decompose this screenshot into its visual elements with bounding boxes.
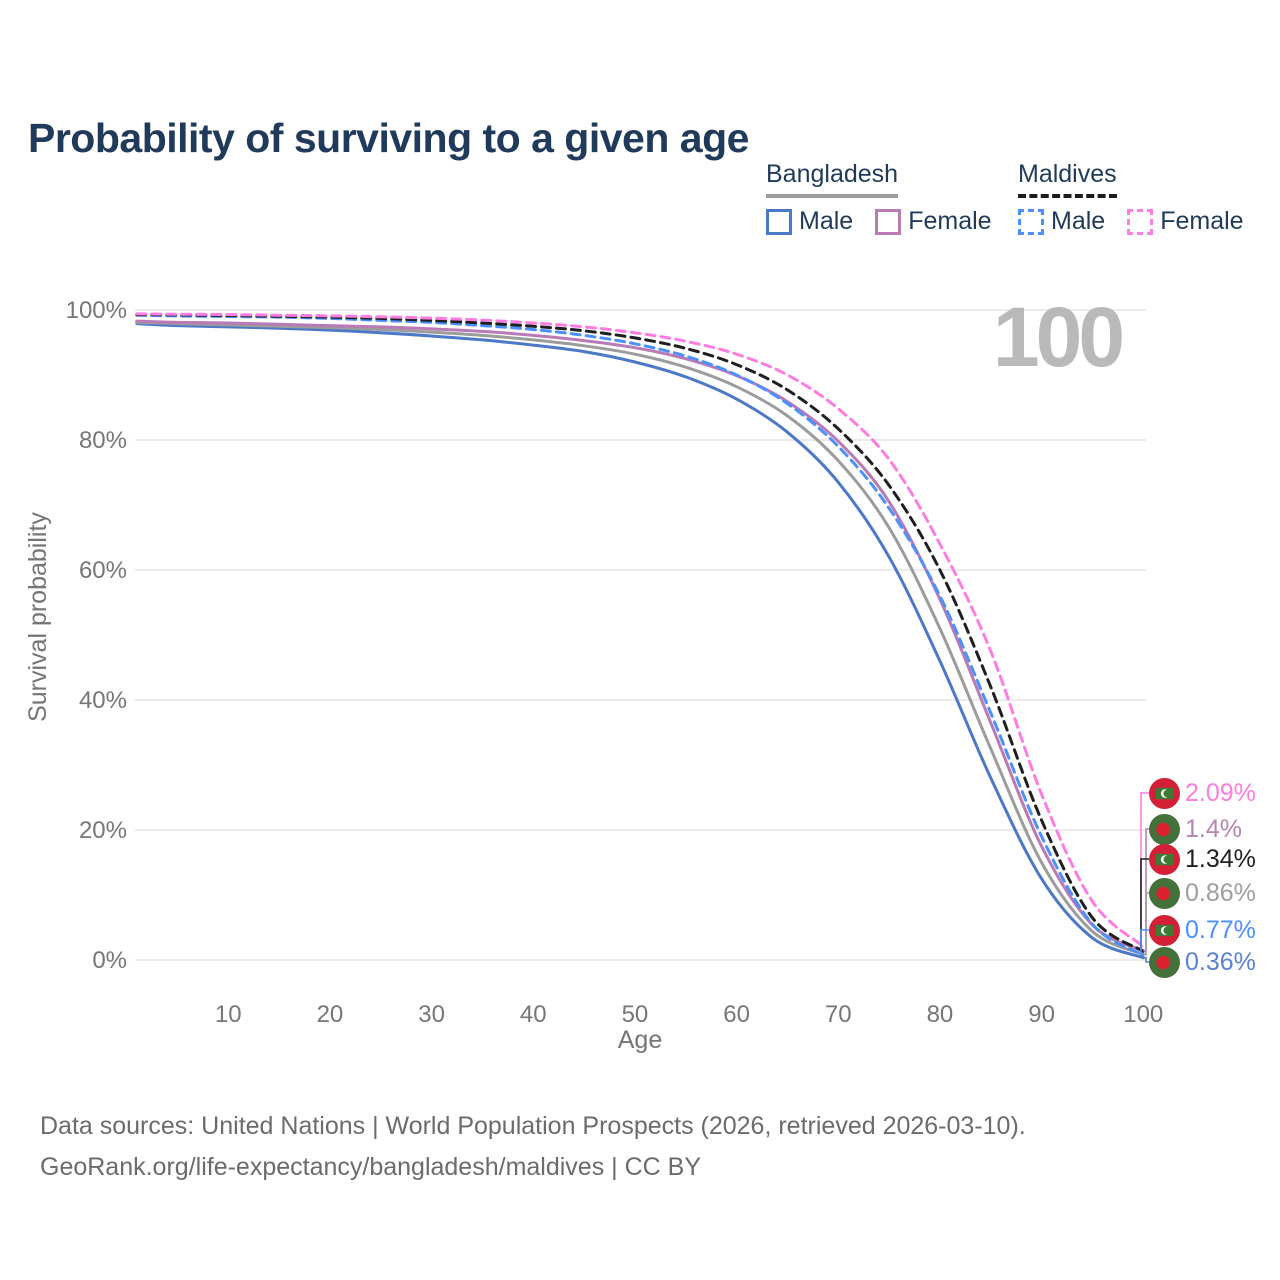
x-tick-label: 60 [723,1001,750,1028]
connector-mv_female [1140,792,1149,948]
y-tick-label: 40% [79,687,127,714]
connector-mv_total [1140,858,1149,953]
maldives-flag-icon [1149,777,1180,809]
end-label-bangladesh-male: 0.36% [1149,945,1256,979]
line-bd_female [135,319,1145,953]
bangladesh-flag-icon [1149,877,1180,909]
bangladesh-male-swatch-icon [766,208,792,235]
end-value-bangladesh-female: 1.4% [1185,814,1242,843]
end-label-maldives-total: 1.34% [1149,842,1256,876]
legend-label-bangladesh-male: Male [799,207,854,235]
end-value-maldives-total: 1.34% [1185,844,1256,873]
label-connectors [1140,792,1149,963]
connector-bd_male [1143,956,1149,963]
y-tick-label: 60% [79,557,127,584]
legend-items-maldives: Male Female [1018,207,1244,236]
bangladesh-flag-icon [1149,813,1180,845]
x-tick-label: 10 [215,1001,242,1028]
maldives-male-swatch-icon [1018,208,1044,235]
data-sources-note: Data sources: United Nations | World Pop… [40,1106,1026,1188]
x-tick-label: 20 [317,1001,344,1028]
connector-mv_male [1140,929,1149,956]
x-tick-label: 80 [927,1001,954,1028]
y-axis-title: Survival probability [24,512,52,722]
end-label-bangladesh-female: 1.4% [1149,812,1242,846]
y-tick-label: 0% [92,947,127,974]
survival-probability-chart: 100 0% 20% 40% 60% 80% 100% 10 20 30 40 50 60 70 80 90… [24,290,1164,1054]
y-tick-label: 20% [79,817,127,844]
legend-item-bangladesh-female[interactable]: Female [875,207,992,236]
x-tick-label: 100 [1123,1001,1163,1028]
connector-bd_total [1143,892,1149,956]
end-label-maldives-male: 0.77% [1149,913,1256,947]
axis-tick-labels: 0% 20% 40% 60% 80% 100% 10 20 30 40 50 60 70 80 90 100 [66,297,1164,1028]
end-label-maldives-female: 2.09% [1149,776,1256,810]
x-tick-label: 40 [520,1001,547,1028]
x-tick-label: 90 [1028,1001,1055,1028]
line-mv_male [135,313,1145,957]
y-tick-label: 100% [66,297,127,324]
legend-header-bangladesh: Bangladesh [766,160,899,198]
bangladesh-flag-icon [1149,946,1180,978]
line-bd_total [135,320,1145,956]
legend-header-maldives: Maldives [1018,160,1117,198]
legend-label-bangladesh-female: Female [908,207,992,235]
watermark-age-100: 100 [993,290,1122,384]
end-label-bangladesh-total: 0.86% [1149,876,1256,910]
legend-item-maldives-female[interactable]: Female [1127,207,1244,236]
end-value-bangladesh-total: 0.86% [1185,878,1256,907]
page-title: Probability of surviving to a given age [28,115,749,162]
y-tick-label: 80% [79,427,127,454]
x-tick-label: 30 [418,1001,445,1028]
legend-item-bangladesh-male[interactable]: Male [766,207,853,236]
legend-group-bangladesh: Bangladesh Male Female [766,160,992,236]
line-mv_total [135,313,1145,953]
line-bd_male [135,322,1145,960]
legend-group-maldives: Maldives Male Female [1018,160,1244,236]
legend-items-bangladesh: Male Female [766,207,992,236]
legend-label-maldives-female: Female [1160,207,1244,235]
end-value-bangladesh-male: 0.36% [1185,947,1256,976]
legend-item-maldives-male[interactable]: Male [1018,207,1105,236]
data-sources-line1: Data sources: United Nations | World Pop… [40,1112,1026,1140]
bangladesh-female-swatch-icon [875,208,902,235]
x-axis-title: Age [618,1026,662,1054]
series-lines [135,312,1145,960]
x-tick-label: 50 [622,1001,649,1028]
line-mv_female [135,312,1145,948]
legend-label-maldives-male: Male [1051,207,1106,235]
maldives-flag-icon [1149,914,1180,946]
gridlines [135,309,1146,961]
end-value-maldives-male: 0.77% [1185,915,1256,944]
maldives-female-swatch-icon [1127,208,1154,235]
maldives-flag-icon [1149,843,1180,875]
data-sources-line2: GeoRank.org/life-expectancy/bangladesh/m… [40,1153,701,1181]
connector-bd_female [1143,828,1149,952]
end-value-maldives-female: 2.09% [1185,778,1256,807]
x-tick-label: 70 [825,1001,852,1028]
